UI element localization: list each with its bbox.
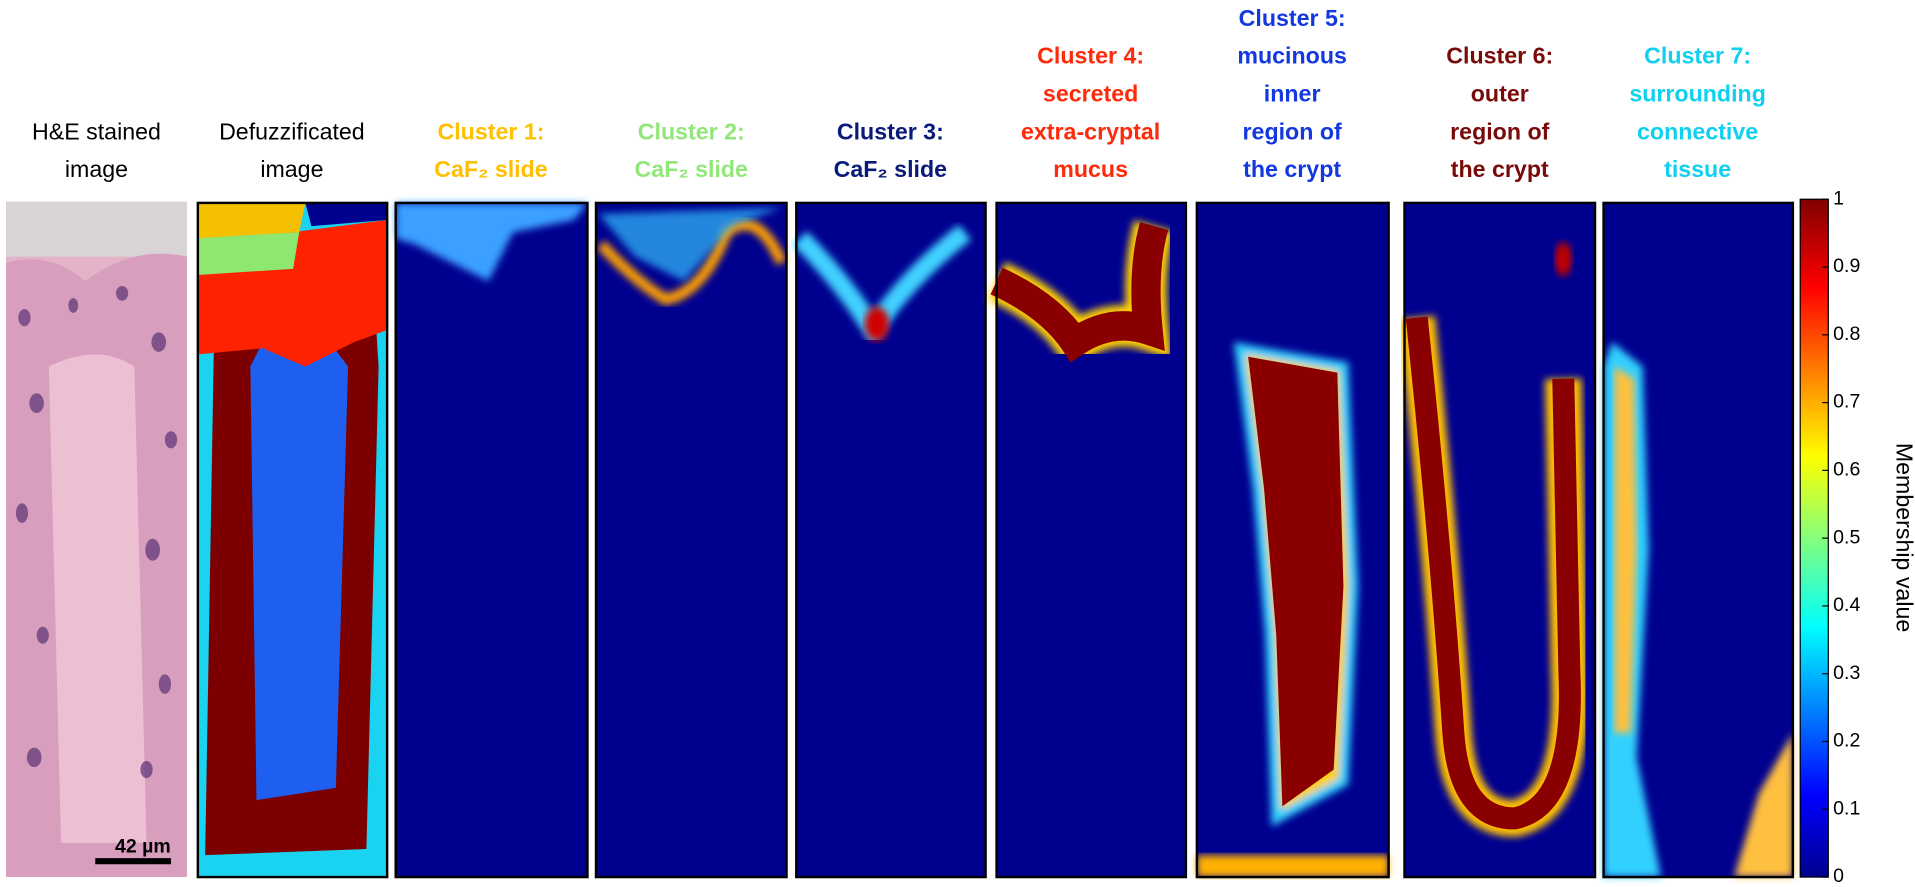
panel-title: mucus (1053, 156, 1128, 182)
panel-title: H&E stained (32, 118, 161, 144)
panel-title: Cluster 6: (1446, 43, 1553, 69)
panel-title: image (260, 156, 323, 182)
panel-title: mucinous (1237, 43, 1347, 69)
cluster-1-map (395, 202, 588, 878)
panel-title: tissue (1664, 156, 1731, 182)
colorbar-label: Membership value (1892, 443, 1915, 632)
cluster-4-map (987, 202, 1186, 878)
panel-title: Cluster 4: (1037, 43, 1144, 69)
colorbar-tick-label: 0.7 (1833, 391, 1860, 413)
cluster-6-map (1398, 202, 1596, 878)
colorbar-tick-label: 0.6 (1833, 459, 1860, 481)
panel-title: secreted (1043, 81, 1138, 107)
colorbar-tick-label: 0.8 (1833, 323, 1860, 345)
panel-title: connective (1637, 118, 1758, 144)
colorbar-tick-label: 0.1 (1833, 797, 1860, 819)
panel-title: CaF₂ slide (635, 156, 748, 182)
panel-title: the crypt (1451, 156, 1549, 182)
panel-title: the crypt (1243, 156, 1341, 182)
cluster-3-map (793, 202, 986, 878)
panel-title: outer (1471, 81, 1529, 107)
panel-title: Cluster 1: (437, 118, 544, 144)
panel-title: Cluster 3: (837, 118, 944, 144)
cluster-5-map (1196, 202, 1389, 878)
panel-title: Cluster 5: (1239, 5, 1346, 31)
panel-title: Cluster 7: (1644, 43, 1751, 69)
colorbar-tick-label: 0.5 (1833, 526, 1860, 548)
colorbar-tick-label: 0.3 (1833, 662, 1860, 684)
panel-title: CaF₂ slide (434, 156, 547, 182)
panel-title: surrounding (1629, 81, 1766, 107)
colorbar-tick-label: 0.4 (1833, 594, 1860, 616)
panel-title: region of (1450, 118, 1549, 144)
panel-title: CaF₂ slide (834, 156, 947, 182)
cluster-7-map (1603, 202, 1793, 878)
panel-title: extra-cryptal (1021, 118, 1160, 144)
cluster-2-map (595, 202, 787, 878)
defuzzificated-image (197, 202, 388, 878)
colorbar-tick-label: 1 (1833, 187, 1844, 209)
colorbar-tick-label: 0.9 (1833, 255, 1860, 277)
panel-title: Cluster 2: (638, 118, 745, 144)
panels: 42 µm (6, 201, 1795, 879)
panel-title: image (65, 156, 128, 182)
colorbar-tick-label: 0.2 (1833, 730, 1860, 752)
panel-title: region of (1243, 118, 1342, 144)
scale-bar-label: 42 µm (115, 836, 171, 858)
he-image: 42 µm (6, 201, 187, 878)
panel-title: Defuzzificated (219, 118, 365, 144)
panel-title: inner (1264, 81, 1321, 107)
colorbar-tick-label: 0 (1833, 865, 1844, 887)
